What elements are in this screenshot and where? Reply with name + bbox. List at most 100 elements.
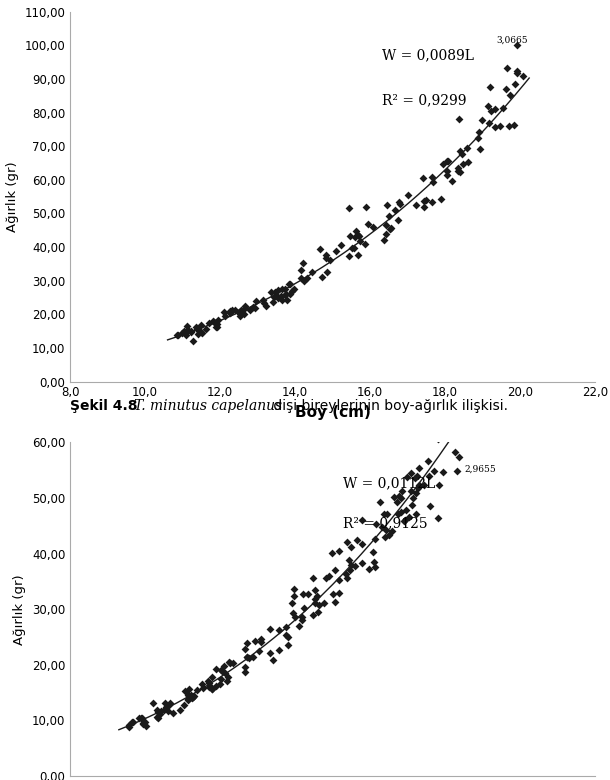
Point — [314, 606, 323, 619]
Point — [289, 282, 299, 295]
Point — [310, 594, 320, 606]
Point — [217, 673, 226, 686]
Point — [256, 636, 265, 648]
Point — [433, 433, 443, 445]
Point — [404, 189, 414, 201]
Point — [424, 470, 434, 482]
Point — [354, 230, 364, 243]
Point — [315, 243, 325, 255]
Point — [357, 513, 367, 526]
Text: W = 0,0112L: W = 0,0112L — [343, 476, 435, 490]
Point — [154, 712, 163, 725]
Point — [442, 154, 451, 167]
Point — [485, 382, 495, 395]
Point — [454, 113, 464, 126]
Point — [155, 708, 165, 721]
Point — [287, 597, 297, 610]
Point — [334, 573, 343, 586]
Point — [382, 198, 392, 211]
Point — [152, 704, 162, 716]
Point — [220, 667, 230, 679]
Point — [381, 524, 391, 537]
Point — [290, 611, 300, 623]
Point — [346, 541, 356, 553]
Point — [300, 275, 309, 287]
Point — [498, 102, 508, 115]
Point — [265, 647, 275, 659]
Point — [461, 380, 470, 392]
Point — [298, 257, 308, 269]
Point — [278, 283, 287, 296]
Point — [180, 685, 190, 697]
Point — [303, 588, 313, 601]
Point — [211, 321, 221, 334]
Point — [442, 168, 451, 181]
Point — [442, 165, 452, 178]
Point — [198, 682, 208, 694]
Y-axis label: Ağırlık (gr): Ağırlık (gr) — [13, 574, 26, 644]
Point — [475, 144, 485, 156]
Point — [283, 639, 293, 651]
Point — [350, 230, 360, 243]
Point — [453, 411, 462, 424]
Point — [334, 587, 343, 599]
Point — [512, 39, 522, 51]
Point — [256, 633, 266, 645]
Point — [505, 89, 515, 101]
Point — [310, 584, 320, 597]
Point — [217, 665, 226, 678]
Point — [160, 697, 170, 709]
Point — [379, 234, 389, 246]
Point — [204, 317, 214, 330]
Point — [224, 656, 234, 668]
Point — [472, 352, 482, 364]
Point — [324, 570, 334, 583]
Point — [422, 193, 431, 206]
Point — [493, 363, 503, 376]
Point — [258, 294, 268, 307]
Point — [193, 328, 203, 340]
Point — [370, 533, 380, 545]
Point — [453, 386, 463, 399]
Point — [389, 491, 399, 504]
Point — [269, 290, 279, 303]
Point — [321, 249, 331, 261]
Point — [178, 327, 187, 339]
Point — [331, 245, 340, 257]
Point — [280, 283, 290, 296]
Point — [497, 328, 507, 341]
Point — [507, 342, 517, 354]
Point — [225, 305, 235, 317]
Point — [309, 572, 318, 584]
Point — [228, 656, 238, 668]
Point — [268, 654, 278, 666]
Point — [418, 478, 428, 491]
Point — [337, 239, 346, 251]
Point — [501, 83, 511, 95]
Point — [475, 360, 485, 372]
Point — [345, 230, 355, 243]
Point — [124, 719, 134, 732]
Point — [511, 78, 520, 90]
Point — [216, 664, 226, 676]
Point — [423, 455, 432, 467]
Point — [212, 321, 222, 334]
Point — [138, 717, 148, 729]
Point — [381, 530, 390, 543]
Point — [512, 350, 522, 363]
Point — [179, 324, 189, 337]
Point — [458, 147, 467, 160]
Point — [278, 294, 287, 307]
Point — [456, 403, 466, 416]
Point — [276, 289, 286, 302]
Point — [127, 716, 137, 729]
Point — [501, 400, 511, 413]
Point — [438, 158, 448, 170]
Point — [512, 65, 522, 77]
Point — [483, 100, 492, 112]
Point — [396, 505, 406, 518]
Point — [462, 430, 472, 442]
Point — [208, 314, 218, 327]
Point — [497, 334, 507, 346]
Point — [220, 306, 229, 318]
